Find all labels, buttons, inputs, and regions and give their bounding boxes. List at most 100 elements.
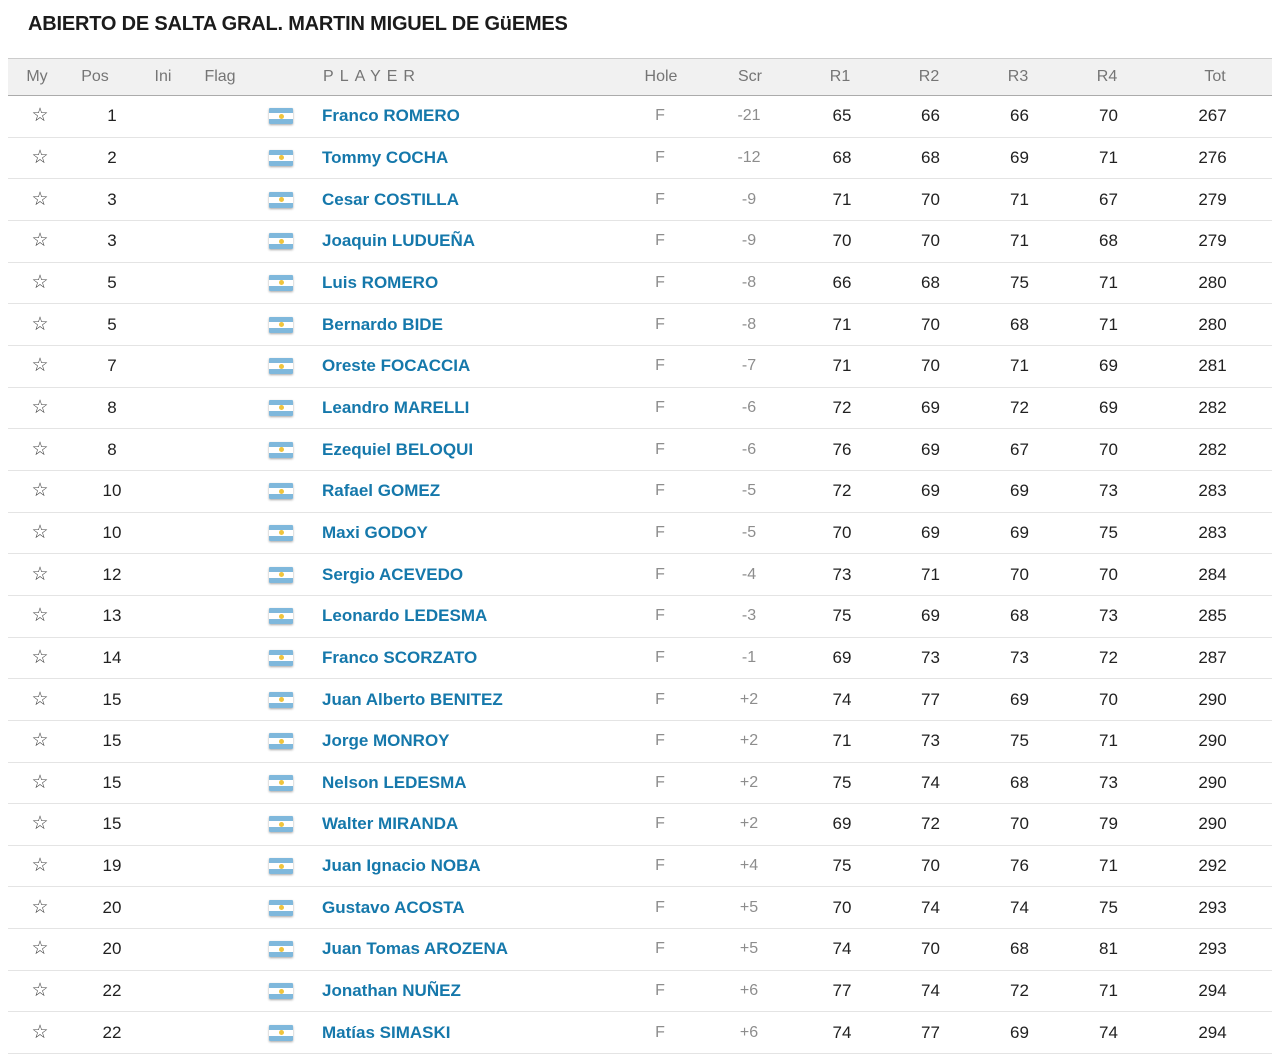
player-name-link[interactable]: Leonardo LEDESMA bbox=[322, 606, 488, 626]
table-row: ☆ 7 Oreste FOCACCIA F -7 71 70 71 69 281 bbox=[8, 346, 1272, 388]
position-value: 8 bbox=[107, 397, 117, 417]
position-value: 8 bbox=[107, 439, 117, 459]
favorite-star-icon[interactable]: ☆ bbox=[31, 438, 49, 460]
round3-value: 69 bbox=[1010, 481, 1029, 501]
player-name-link[interactable]: Ezequiel BELOQUI bbox=[322, 439, 474, 459]
hole-value: F bbox=[655, 440, 665, 458]
position-value: 3 bbox=[107, 189, 117, 209]
flag-cell bbox=[240, 191, 322, 208]
favorite-star-icon[interactable]: ☆ bbox=[31, 896, 49, 918]
favorite-star-icon[interactable]: ☆ bbox=[31, 771, 49, 793]
favorite-star-icon[interactable]: ☆ bbox=[31, 355, 49, 377]
player-name-link[interactable]: Jonathan NUÑEZ bbox=[322, 981, 461, 1001]
player-cell: Matías SIMASKI bbox=[322, 1023, 620, 1043]
round3-value: 76 bbox=[1010, 856, 1029, 876]
score-to-par-value: +6 bbox=[739, 982, 759, 1000]
hole-value: F bbox=[655, 607, 665, 625]
position-value: 15 bbox=[102, 814, 122, 834]
hole-value: F bbox=[655, 898, 665, 916]
my-cell: ☆ bbox=[8, 440, 72, 460]
round1-value: 72 bbox=[832, 481, 852, 501]
player-name-link[interactable]: Cesar COSTILLA bbox=[322, 189, 459, 209]
favorite-star-icon[interactable]: ☆ bbox=[31, 646, 49, 668]
favorite-star-icon[interactable]: ☆ bbox=[31, 188, 49, 210]
player-name-link[interactable]: Juan Ignacio NOBA bbox=[322, 856, 481, 876]
favorite-star-icon[interactable]: ☆ bbox=[31, 1021, 49, 1043]
favorite-star-icon[interactable]: ☆ bbox=[31, 105, 49, 127]
favorite-star-icon[interactable]: ☆ bbox=[31, 563, 49, 585]
flag-cell bbox=[240, 399, 322, 416]
position-value: 20 bbox=[102, 897, 122, 917]
flag-cell bbox=[240, 524, 322, 541]
favorite-star-icon[interactable]: ☆ bbox=[31, 521, 49, 543]
total-value: 290 bbox=[1198, 814, 1227, 834]
favorite-star-icon[interactable]: ☆ bbox=[31, 688, 49, 710]
flag-cell bbox=[240, 233, 322, 250]
favorite-star-icon[interactable]: ☆ bbox=[31, 980, 49, 1002]
player-name-link[interactable]: Oreste FOCACCIA bbox=[322, 356, 471, 376]
player-name-link[interactable]: Tommy COCHA bbox=[322, 147, 449, 167]
argentina-flag-icon bbox=[269, 941, 293, 958]
column-header-tot: Tot bbox=[1204, 68, 1226, 85]
flag-cell bbox=[240, 649, 322, 666]
favorite-star-icon[interactable]: ☆ bbox=[31, 313, 49, 335]
player-name-link[interactable]: Sergio ACEVEDO bbox=[322, 564, 464, 584]
player-name-link[interactable]: Bernardo BIDE bbox=[322, 314, 443, 334]
round2-value: 73 bbox=[921, 731, 940, 751]
player-name-link[interactable]: Gustavo ACOSTA bbox=[322, 897, 465, 917]
flag-cell bbox=[240, 316, 322, 333]
argentina-flag-icon bbox=[269, 649, 293, 666]
my-cell: ☆ bbox=[8, 981, 72, 1001]
total-value: 293 bbox=[1198, 939, 1227, 959]
player-name-link[interactable]: Maxi GODOY bbox=[322, 522, 428, 542]
player-cell: Rafael GOMEZ bbox=[322, 481, 620, 501]
favorite-star-icon[interactable]: ☆ bbox=[31, 396, 49, 418]
score-to-par-value: -7 bbox=[741, 357, 757, 375]
player-name-link[interactable]: Jorge MONROY bbox=[322, 731, 450, 751]
round4-value: 68 bbox=[1099, 231, 1118, 251]
total-value: 285 bbox=[1198, 606, 1227, 626]
round1-value: 72 bbox=[832, 397, 852, 417]
player-name-link[interactable]: Franco SCORZATO bbox=[322, 647, 478, 667]
player-name-link[interactable]: Nelson LEDESMA bbox=[322, 772, 467, 792]
player-name-link[interactable]: Joaquin LUDUEÑA bbox=[322, 231, 475, 251]
my-cell: ☆ bbox=[8, 731, 72, 751]
player-name-link[interactable]: Rafael GOMEZ bbox=[322, 481, 441, 501]
player-name-link[interactable]: Matías SIMASKI bbox=[322, 1022, 451, 1042]
favorite-star-icon[interactable]: ☆ bbox=[31, 730, 49, 752]
round2-value: 69 bbox=[921, 522, 940, 542]
round4-value: 81 bbox=[1099, 939, 1118, 959]
column-header-flag: Flag bbox=[204, 68, 236, 85]
round3-value: 68 bbox=[1010, 939, 1029, 959]
player-name-link[interactable]: Juan Alberto BENITEZ bbox=[322, 689, 503, 709]
player-name-link[interactable]: Walter MIRANDA bbox=[322, 814, 459, 834]
round2-value: 70 bbox=[921, 356, 940, 376]
total-value: 292 bbox=[1198, 856, 1227, 876]
favorite-star-icon[interactable]: ☆ bbox=[31, 813, 49, 835]
score-to-par-value: +2 bbox=[739, 773, 759, 791]
player-name-link[interactable]: Luis ROMERO bbox=[322, 272, 439, 292]
flag-cell bbox=[240, 483, 322, 500]
hole-value: F bbox=[655, 315, 665, 333]
player-name-link[interactable]: Juan Tomas AROZENA bbox=[322, 939, 509, 959]
flag-cell bbox=[240, 858, 322, 875]
favorite-star-icon[interactable]: ☆ bbox=[31, 146, 49, 168]
round4-value: 73 bbox=[1099, 606, 1118, 626]
position-value: 20 bbox=[102, 939, 122, 959]
round1-value: 71 bbox=[832, 731, 852, 751]
player-name-link[interactable]: Franco ROMERO bbox=[322, 106, 460, 126]
favorite-star-icon[interactable]: ☆ bbox=[31, 271, 49, 293]
round2-value: 70 bbox=[921, 189, 940, 209]
score-to-par-value: +2 bbox=[739, 815, 759, 833]
table-row: ☆ 8 Ezequiel BELOQUI F -6 76 69 67 70 28… bbox=[8, 429, 1272, 471]
score-to-par-value: -5 bbox=[741, 482, 757, 500]
table-row: ☆ 10 Rafael GOMEZ F -5 72 69 69 73 283 bbox=[8, 471, 1272, 513]
favorite-star-icon[interactable]: ☆ bbox=[31, 938, 49, 960]
round2-value: 66 bbox=[921, 106, 940, 126]
favorite-star-icon[interactable]: ☆ bbox=[31, 230, 49, 252]
round4-value: 70 bbox=[1099, 689, 1118, 709]
player-name-link[interactable]: Leandro MARELLI bbox=[322, 397, 470, 417]
favorite-star-icon[interactable]: ☆ bbox=[31, 480, 49, 502]
favorite-star-icon[interactable]: ☆ bbox=[31, 855, 49, 877]
favorite-star-icon[interactable]: ☆ bbox=[31, 605, 49, 627]
